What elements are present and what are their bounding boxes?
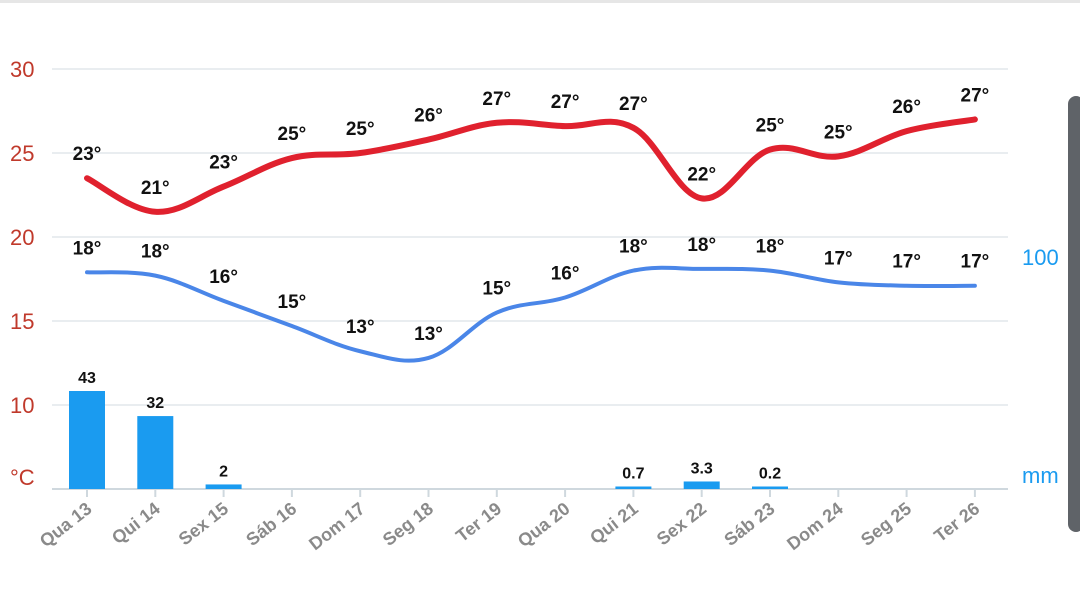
max-temperature-line	[84, 116, 978, 215]
x-axis-day-label: Ter 26	[930, 498, 983, 546]
max-temp-label: 26°	[892, 97, 921, 118]
min-temp-label: 17°	[892, 252, 921, 273]
max-temp-label: 27°	[619, 94, 648, 115]
precipitation-label: 0.7	[622, 466, 644, 483]
precipitation-label: 3.3	[691, 460, 713, 477]
right-axis-unit: mm	[1022, 463, 1059, 488]
min-temp-label: 18°	[756, 237, 785, 258]
max-temp-label: 22°	[687, 164, 716, 185]
x-axis-day-label: Sáb 16	[242, 498, 300, 549]
left-axis-tick: 10	[10, 393, 34, 418]
x-axis-day-label: Qua 13	[36, 498, 96, 551]
min-temp-label: 13°	[346, 317, 375, 338]
min-temp-label: 17°	[961, 252, 990, 273]
precipitation-bar	[615, 486, 652, 489]
max-temp-label: 27°	[482, 89, 511, 110]
x-axis-day-label: Sáb 23	[720, 498, 778, 549]
data-labels: 43 32 2 0.7 3.3 0.2 23° 21° 23° 25° 25° 26° 27° 27° 27…	[73, 85, 990, 482]
max-temp-label: 26°	[414, 106, 443, 127]
max-temp-label: 21°	[141, 178, 170, 199]
min-temp-label: 16°	[209, 267, 238, 288]
precipitation-bar	[205, 484, 242, 489]
max-temp-label: 25°	[346, 119, 375, 140]
min-temp-label: 15°	[278, 292, 307, 313]
x-axis-day-label: Seg 25	[857, 498, 915, 549]
max-temp-label: 23°	[209, 153, 238, 174]
max-temp-label: 23°	[73, 144, 102, 165]
precipitation-bar	[683, 481, 720, 489]
x-axis-day-label: Sex 15	[175, 498, 232, 549]
precipitation-label: 2	[219, 463, 228, 480]
min-temp-label: 13°	[414, 324, 443, 345]
left-axis-tick: 25	[10, 141, 34, 166]
min-temp-label: 16°	[551, 263, 580, 284]
temperature-lines	[84, 116, 978, 363]
precipitation-label: 0.2	[759, 466, 781, 483]
x-axis-day-label: Dom 17	[305, 498, 369, 554]
x-axis-day-label: Sex 22	[653, 498, 710, 549]
precipitation-label: 32	[146, 395, 164, 412]
min-temp-label: 18°	[619, 237, 648, 258]
min-temp-label: 18°	[141, 242, 170, 263]
right-axis-tick: 100	[1022, 245, 1059, 270]
x-axis-day-label: Dom 24	[783, 498, 847, 554]
precipitation-label: 43	[78, 370, 96, 387]
x-axis-day-label: Qui 14	[108, 498, 164, 548]
precipitation-bars	[69, 391, 788, 489]
precipitation-bar	[69, 391, 105, 489]
min-temp-label: 18°	[687, 235, 716, 256]
min-temp-label: 18°	[73, 238, 102, 259]
scroll-handle[interactable]	[1068, 96, 1080, 532]
top-divider	[0, 0, 1080, 3]
max-temp-label: 25°	[278, 124, 307, 145]
min-temp-label: 15°	[482, 279, 511, 300]
min-temperature-line	[85, 265, 977, 363]
left-axis-tick: 15	[10, 309, 34, 334]
max-temp-label: 25°	[824, 122, 853, 143]
max-temp-label: 25°	[756, 116, 785, 137]
left-axis-tick: 20	[10, 225, 34, 250]
max-temp-label: 27°	[961, 85, 990, 106]
left-axis-tick: 30	[10, 57, 34, 82]
precipitation-bar	[752, 486, 788, 489]
left-axis-unit: °C	[10, 465, 35, 490]
max-temp-label: 27°	[551, 92, 580, 113]
min-temp-label: 17°	[824, 248, 853, 269]
x-axis-day-label: Qui 21	[586, 498, 642, 548]
grid-lines	[52, 68, 1008, 490]
x-axis-day-label: Ter 19	[452, 498, 505, 546]
precipitation-bar	[137, 416, 174, 489]
x-axis-day-label: Seg 18	[379, 498, 437, 549]
x-axis-day-label: Qua 20	[514, 498, 574, 551]
